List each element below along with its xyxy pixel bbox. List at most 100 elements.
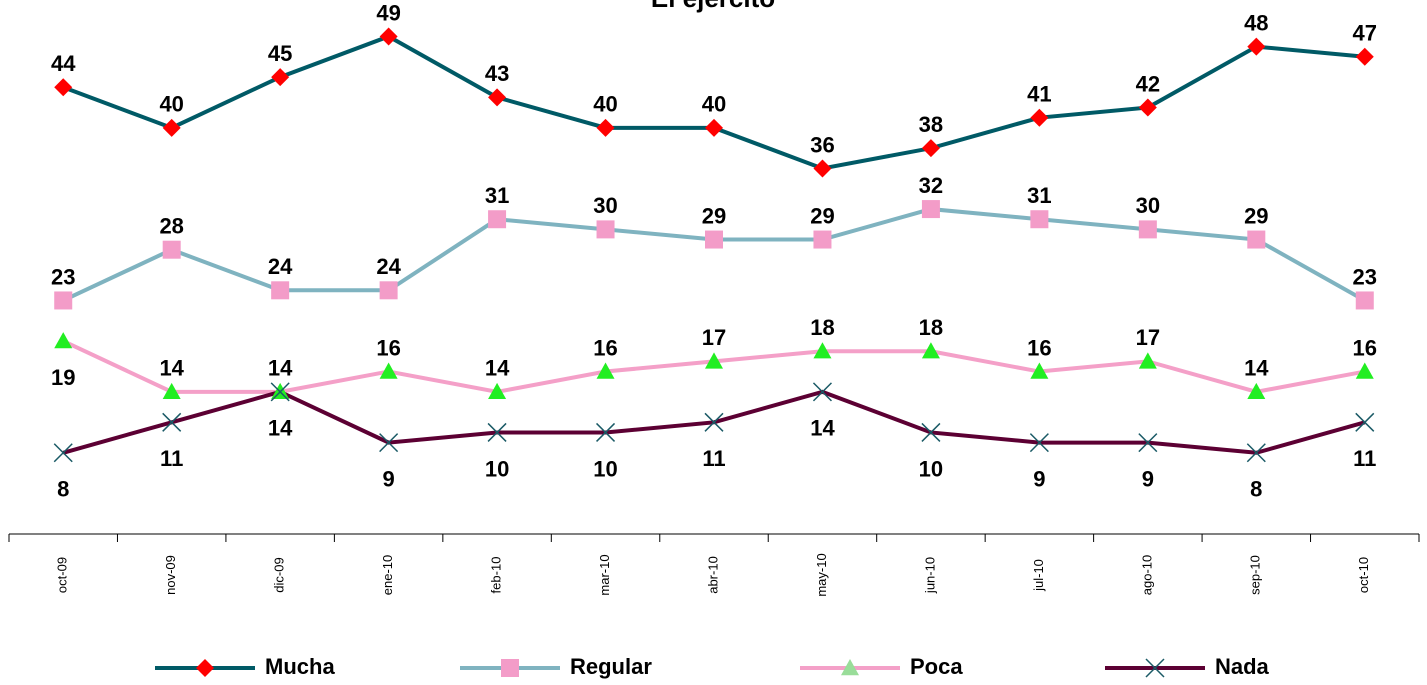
- marker: [596, 118, 615, 137]
- data-label: 14: [268, 356, 293, 381]
- marker: [1029, 433, 1049, 453]
- marker: [1247, 37, 1266, 56]
- marker: [841, 659, 859, 676]
- x-tick-label: oct-10: [1356, 557, 1371, 593]
- marker: [1355, 362, 1374, 379]
- data-label: 40: [159, 92, 183, 117]
- data-label: 11: [160, 446, 183, 471]
- x-tick-label: jul-10: [1031, 559, 1046, 592]
- data-label: 29: [1244, 203, 1268, 228]
- marker: [1030, 108, 1049, 127]
- marker: [54, 291, 73, 310]
- x-tick-label: oct-09: [55, 557, 70, 593]
- data-label: 30: [1136, 193, 1160, 218]
- data-label: 17: [1136, 325, 1160, 350]
- data-label: 23: [1353, 264, 1377, 289]
- x-tick-label: may-10: [814, 553, 829, 596]
- marker: [704, 412, 724, 432]
- marker: [705, 352, 723, 369]
- marker: [1247, 382, 1266, 400]
- marker: [501, 659, 519, 677]
- x-tick-label: ago-10: [1139, 555, 1154, 595]
- marker: [813, 342, 832, 359]
- data-label: 14: [485, 356, 510, 381]
- marker: [1138, 352, 1157, 369]
- data-label: 44: [51, 51, 76, 76]
- data-label: 16: [593, 335, 617, 360]
- marker: [1246, 443, 1266, 463]
- x-tick-label: dic-09: [272, 557, 287, 592]
- marker: [596, 220, 615, 239]
- data-label: 47: [1353, 21, 1377, 46]
- marker: [487, 422, 507, 442]
- data-label: 8: [57, 477, 69, 502]
- marker: [271, 281, 290, 300]
- data-label: 24: [268, 254, 293, 279]
- marker: [488, 210, 507, 229]
- marker: [921, 139, 940, 158]
- data-label: 29: [810, 203, 834, 228]
- data-label: 40: [593, 92, 617, 117]
- data-label: 19: [51, 365, 75, 390]
- data-label: 16: [1353, 335, 1377, 360]
- data-label: 14: [1244, 356, 1269, 381]
- data-label: 16: [376, 335, 400, 360]
- data-label: 49: [376, 0, 400, 25]
- marker: [162, 118, 181, 137]
- marker: [53, 443, 73, 463]
- marker: [921, 342, 940, 359]
- data-label: 14: [159, 356, 184, 381]
- data-label: 14: [810, 416, 835, 441]
- x-tick-label: feb-10: [489, 557, 504, 594]
- data-label: 31: [485, 183, 509, 208]
- legend-label: Mucha: [265, 654, 335, 679]
- marker: [1355, 291, 1374, 310]
- data-label: 10: [593, 456, 617, 481]
- data-label: 8: [1250, 477, 1262, 502]
- marker: [54, 332, 73, 349]
- marker: [1355, 47, 1374, 66]
- marker: [1355, 412, 1375, 432]
- data-label: 32: [919, 173, 943, 198]
- x-tick-label: mar-10: [597, 554, 612, 595]
- marker: [162, 412, 182, 432]
- marker: [196, 659, 214, 677]
- marker: [1138, 98, 1157, 117]
- marker: [813, 230, 832, 249]
- data-label: 14: [268, 416, 293, 441]
- legend-label: Poca: [910, 654, 963, 679]
- chart-title: El ejército: [651, 0, 775, 13]
- x-tick-label: abr-10: [705, 556, 720, 594]
- data-label: 10: [919, 456, 943, 481]
- marker: [379, 281, 398, 300]
- marker: [379, 27, 398, 46]
- marker: [1138, 220, 1157, 239]
- data-label: 23: [51, 264, 75, 289]
- marker: [379, 362, 398, 379]
- marker: [1030, 210, 1049, 229]
- marker: [488, 88, 507, 107]
- data-label: 24: [376, 254, 401, 279]
- legend-label: Regular: [570, 654, 652, 679]
- data-label: 18: [810, 315, 834, 340]
- marker: [596, 422, 616, 442]
- data-label: 9: [382, 466, 394, 491]
- marker: [271, 68, 290, 87]
- marker: [921, 422, 941, 442]
- x-tick-label: jun-10: [922, 557, 937, 594]
- data-label: 17: [702, 325, 726, 350]
- data-label: 43: [485, 61, 509, 86]
- data-label: 11: [702, 446, 725, 471]
- marker: [379, 433, 399, 453]
- legend-label: Nada: [1215, 654, 1270, 679]
- data-label: 38: [919, 112, 943, 137]
- x-tick-label: ene-10: [380, 555, 395, 595]
- marker: [921, 200, 940, 219]
- data-label: 41: [1027, 82, 1051, 107]
- marker: [162, 240, 181, 259]
- data-label: 29: [702, 203, 726, 228]
- marker: [596, 362, 615, 379]
- data-label: 30: [593, 193, 617, 218]
- data-label: 40: [702, 92, 726, 117]
- data-label: 36: [810, 132, 834, 157]
